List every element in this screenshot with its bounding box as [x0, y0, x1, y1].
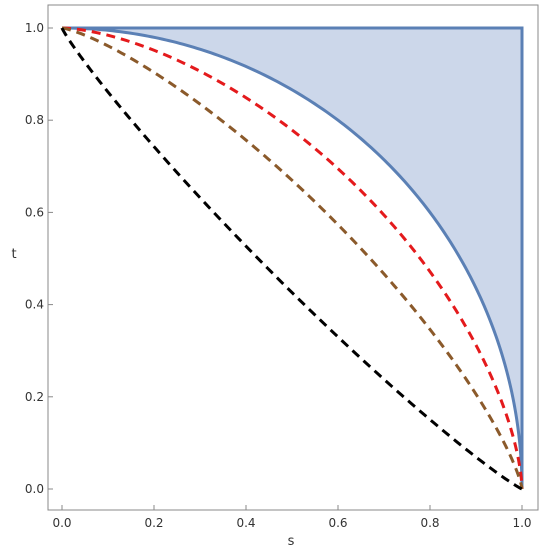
x-tick-label: 0.0: [52, 516, 71, 530]
y-tick-label: 0.6: [25, 205, 44, 219]
region-border: [62, 26, 524, 489]
y-tick-label: 0.4: [25, 298, 44, 312]
y-axis-title: t: [11, 247, 16, 262]
plot-layer: [60, 26, 524, 491]
x-tick-label: 0.4: [236, 516, 255, 530]
shaded-region: [62, 28, 522, 489]
x-axis-title: s: [288, 534, 295, 549]
series-line-1: [61, 26, 524, 490]
series-line-2: [61, 26, 524, 490]
x-tick-label: 1.0: [512, 516, 531, 530]
y-tick-label: 0.8: [25, 113, 44, 127]
plot-frame: [47, 4, 539, 511]
x-tick-label: 0.8: [420, 516, 439, 530]
series-line-3: [61, 26, 524, 490]
y-tick-label: 1.0: [25, 21, 44, 35]
y-tick-label: 0.2: [25, 390, 44, 404]
x-tick-label: 0.2: [144, 516, 163, 530]
y-tick-label: 0.0: [25, 482, 44, 496]
x-tick-label: 0.6: [328, 516, 347, 530]
tick-layer: 0.0 0.2 0.4 0.6 0.8 1.0 0.0 0.2 0.4 0.6 0.8 1.0: [25, 21, 532, 530]
